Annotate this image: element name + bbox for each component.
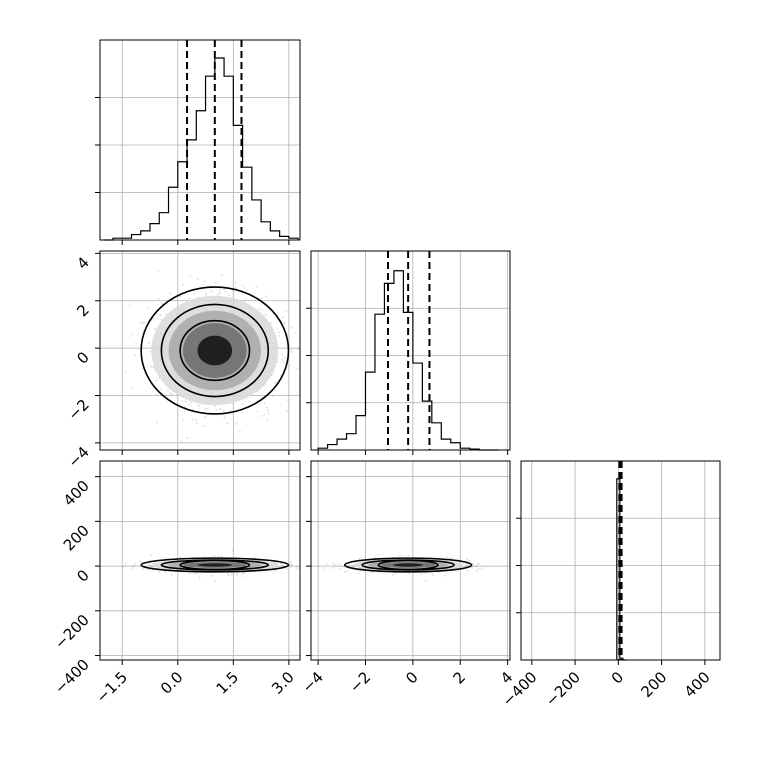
zleft-tick-label-0: −400 xyxy=(51,656,93,698)
yz-frame xyxy=(310,460,511,661)
yleft-tick-label-2: 0 xyxy=(73,348,92,367)
ybottom-tick-label-2: 0 xyxy=(402,668,421,687)
xtick-label-2: 1.5 xyxy=(213,668,243,698)
xy-contour-0 xyxy=(140,286,290,415)
xz-frame xyxy=(99,460,301,661)
yz-contour-0 xyxy=(343,557,473,573)
ybottom-tick-label-3: 2 xyxy=(450,668,469,687)
xz-contour-2 xyxy=(179,559,251,571)
ybottom-tick-label-1: −2 xyxy=(346,668,374,696)
xy-frame xyxy=(99,250,301,451)
xz-contour-0 xyxy=(140,557,290,573)
y-hist-step xyxy=(317,270,499,451)
panel-y-z xyxy=(306,460,511,665)
zleft-tick-label-1: −200 xyxy=(51,611,93,653)
zleft-tick-label-2: 0 xyxy=(73,566,92,585)
xtick-label-3: 3.0 xyxy=(268,668,298,698)
xz-density-3 xyxy=(197,563,233,567)
panel-x-z xyxy=(95,460,301,665)
tick-labels: −1.5 0.0 1.5 3.0 −4 −2 0 2 4−400 −200 0 200 400−4−20… xyxy=(51,253,714,709)
zbottom-tick-label-2: 0 xyxy=(608,668,627,687)
xy-contour-2 xyxy=(179,319,251,382)
zleft-tick-label-3: 200 xyxy=(60,521,93,554)
xy-contour-1 xyxy=(160,303,270,398)
zbottom-tick-label-3: 200 xyxy=(637,668,670,701)
yleft-tick-label-0: −4 xyxy=(64,443,92,471)
panel-x-marginal xyxy=(95,39,301,245)
x-hist-step xyxy=(103,57,299,241)
y-hist-frame xyxy=(310,250,511,451)
yleft-tick-label-4: 4 xyxy=(73,253,92,272)
xz-content xyxy=(122,549,300,582)
xy-content xyxy=(125,251,300,443)
xtick-label-0: −1.5 xyxy=(93,668,131,706)
yz-content xyxy=(322,554,483,582)
zbottom-tick-label-4: 400 xyxy=(681,668,714,701)
z-hist-frame xyxy=(520,460,721,661)
panel-x-y xyxy=(95,250,301,455)
panel-y-marginal xyxy=(306,250,511,455)
x-hist-frame xyxy=(99,39,301,241)
zleft-tick-label-4: 400 xyxy=(60,477,93,510)
yleft-tick-label-3: 2 xyxy=(73,301,92,320)
yleft-tick-label-1: −2 xyxy=(64,396,92,424)
yz-contour-2 xyxy=(377,559,439,571)
ybottom-tick-label-0: −4 xyxy=(299,668,327,696)
zbottom-tick-label-1: −200 xyxy=(542,668,584,710)
xy-density-3 xyxy=(197,335,233,366)
panel-z-marginal xyxy=(516,460,721,665)
xtick-label-1: 0.0 xyxy=(157,668,187,698)
yz-density-3 xyxy=(393,563,424,567)
